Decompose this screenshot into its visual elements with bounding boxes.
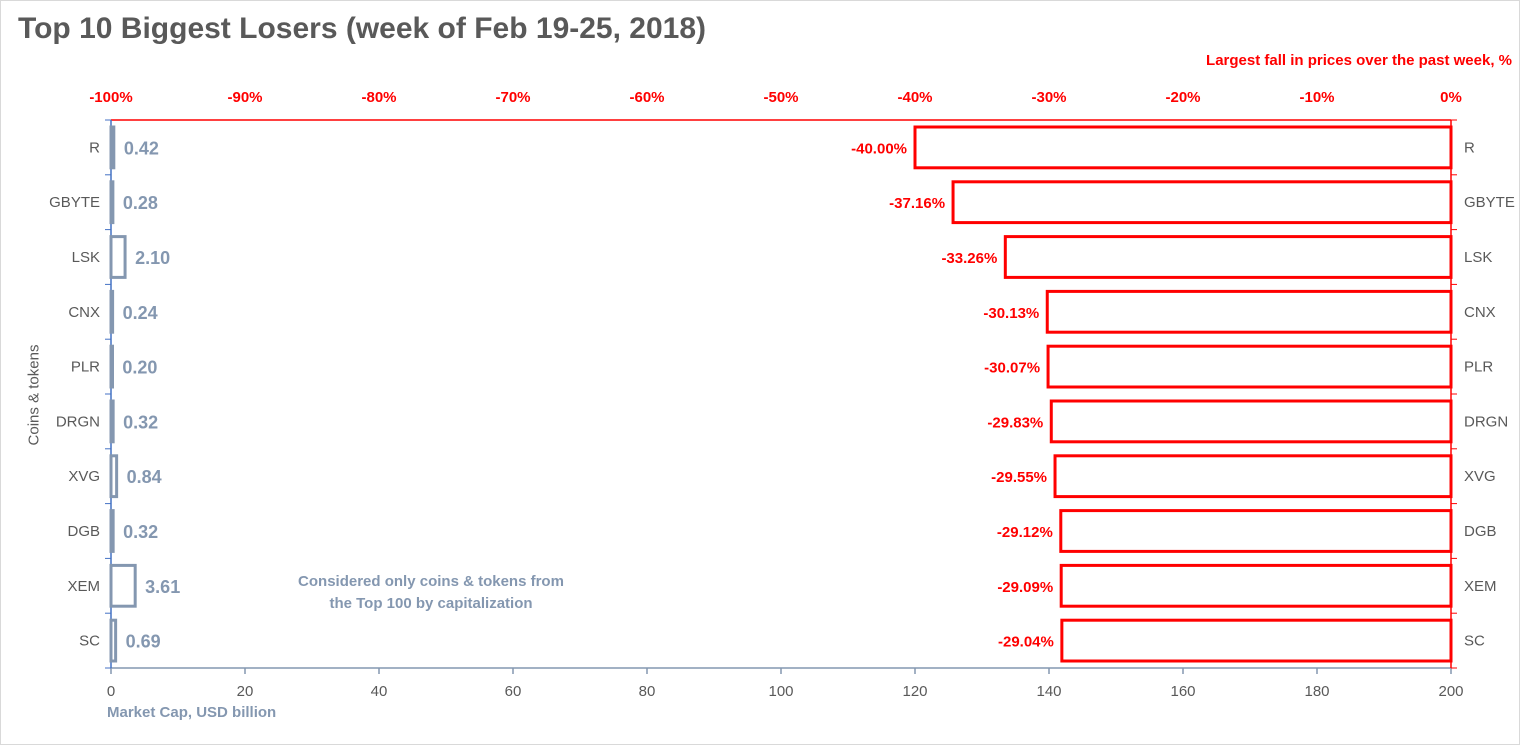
top-tick-label: -20%: [1165, 89, 1200, 106]
market-cap-value-label: 0.28: [123, 193, 158, 213]
bottom-tick-label: 140: [1036, 683, 1061, 700]
price-fall-bar: [1049, 399, 1453, 444]
price-fall-value-label: -30.07%: [984, 360, 1040, 377]
market-cap-value-label: 0.24: [123, 303, 158, 323]
price-fall-value-label: -29.04%: [998, 634, 1054, 651]
top-tick-label: -40%: [897, 89, 932, 106]
bottom-tick-label: 60: [505, 683, 522, 700]
top-tick-label: -50%: [763, 89, 798, 106]
note-line-2: the Top 100 by capitalization: [329, 595, 533, 612]
market-cap-bar: [109, 509, 115, 553]
category-label-right: GBYTE: [1464, 194, 1515, 211]
top-tick-label: -80%: [361, 89, 396, 106]
category-label-right: XVG: [1464, 468, 1496, 485]
category-label-right: LSK: [1464, 249, 1492, 266]
top-tick-label: -70%: [495, 89, 530, 106]
market-cap-value-label: 0.32: [123, 412, 158, 432]
price-fall-bar: [913, 125, 1453, 170]
bottom-tick-label: 20: [237, 683, 254, 700]
category-label-left: DRGN: [56, 413, 100, 430]
top-tick-label: -60%: [629, 89, 664, 106]
category-label-left: PLR: [71, 359, 100, 376]
price-fall-value-label: -33.26%: [941, 250, 997, 267]
price-fall-bar: [1046, 344, 1453, 389]
chart-note: Considered only coins & tokens from the …: [266, 571, 596, 615]
market-cap-value-label: 0.20: [122, 358, 157, 378]
price-fall-bar: [1053, 454, 1453, 499]
bottom-tick-label: 180: [1304, 683, 1329, 700]
category-label-right: DGB: [1464, 523, 1497, 540]
market-cap-bar: [109, 563, 137, 608]
chart-title: Top 10 Biggest Losers (week of Feb 19-25…: [18, 12, 707, 45]
category-label-right: PLR: [1464, 359, 1493, 376]
market-cap-bar: [109, 289, 115, 334]
bottom-tick-label: 0: [107, 683, 115, 700]
bottom-axis-title: Market Cap, USD billion: [107, 704, 277, 721]
market-cap-bar: [109, 125, 116, 170]
market-cap-value-label: 2.10: [135, 248, 170, 268]
market-cap-bar: [109, 344, 114, 389]
price-fall-value-label: -29.12%: [997, 524, 1053, 541]
bottom-tick-label: 120: [902, 683, 927, 700]
bottom-tick-label: 80: [639, 683, 656, 700]
price-fall-value-label: -29.83%: [987, 414, 1043, 431]
top-axis-title: Largest fall in prices over the past wee…: [1206, 52, 1512, 69]
bottom-tick-label: 100: [768, 683, 793, 700]
market-cap-bar: [109, 454, 119, 499]
category-label-left: R: [89, 139, 100, 156]
category-label-left: XEM: [67, 578, 100, 595]
market-cap-value-label: 0.84: [127, 467, 162, 487]
category-label-left: GBYTE: [49, 194, 100, 211]
category-label-right: R: [1464, 139, 1475, 156]
market-cap-bar: [109, 618, 118, 663]
category-label-right: SC: [1464, 633, 1485, 650]
category-label-left: XVG: [68, 468, 100, 485]
market-cap-bar: [109, 399, 115, 444]
category-label-left: LSK: [72, 249, 100, 266]
top-tick-label: -100%: [89, 89, 132, 106]
market-cap-bar: [109, 180, 115, 225]
bottom-tick-label: 160: [1170, 683, 1195, 700]
price-fall-bar: [1045, 289, 1453, 334]
price-fall-value-label: -37.16%: [889, 195, 945, 212]
category-label-left: CNX: [68, 304, 100, 321]
price-fall-value-label: -40.00%: [851, 140, 907, 157]
bottom-tick-label: 200: [1438, 683, 1463, 700]
price-fall-bar: [1059, 563, 1453, 608]
category-label-right: DRGN: [1464, 413, 1508, 430]
price-fall-value-label: -29.55%: [991, 469, 1047, 486]
top-tick-label: -30%: [1031, 89, 1066, 106]
price-fall-bar: [1059, 509, 1453, 553]
top-tick-label: 0%: [1440, 89, 1462, 106]
category-label-left: DGB: [67, 523, 100, 540]
top-tick-label: -10%: [1299, 89, 1334, 106]
note-line-1: Considered only coins & tokens from: [298, 573, 564, 590]
price-fall-value-label: -29.09%: [997, 579, 1053, 596]
market-cap-value-label: 0.32: [123, 522, 158, 542]
category-label-left: SC: [79, 633, 100, 650]
market-cap-value-label: 0.69: [126, 632, 161, 652]
price-fall-bar: [951, 180, 1453, 225]
price-fall-value-label: -30.13%: [983, 305, 1039, 322]
price-fall-bar: [1003, 235, 1453, 279]
market-cap-bar: [109, 235, 127, 279]
top-tick-label: -90%: [227, 89, 262, 106]
market-cap-value-label: 0.42: [124, 138, 159, 158]
bottom-tick-label: 40: [371, 683, 388, 700]
market-cap-value-label: 3.61: [145, 577, 180, 597]
category-label-right: XEM: [1464, 578, 1497, 595]
price-fall-bar: [1060, 618, 1453, 663]
category-label-right: CNX: [1464, 304, 1496, 321]
